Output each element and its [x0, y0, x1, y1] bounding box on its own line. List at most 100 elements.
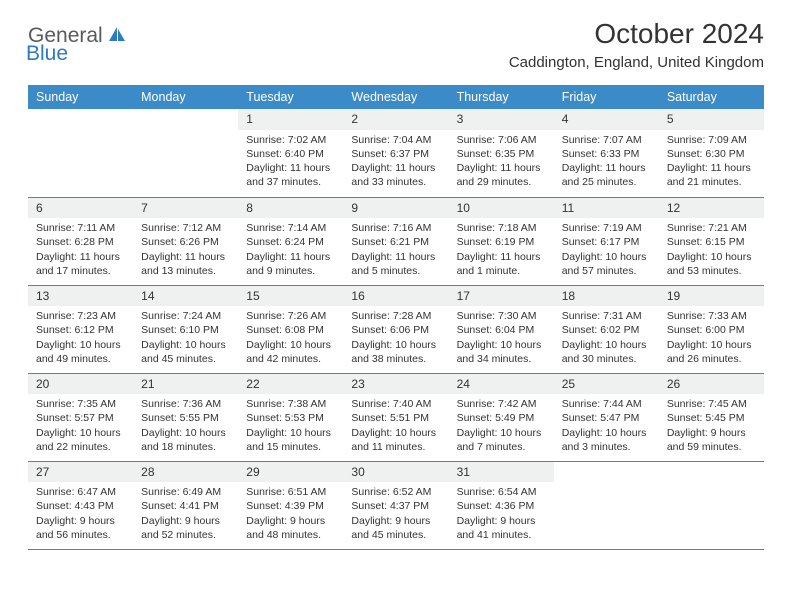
sunrise-text: Sunrise: 7:02 AM	[246, 133, 335, 147]
weekday-header: Saturday	[659, 85, 764, 109]
day-details: Sunrise: 7:12 AMSunset: 6:26 PMDaylight:…	[133, 218, 238, 281]
sunrise-text: Sunrise: 7:04 AM	[351, 133, 440, 147]
daylight-text: Daylight: 9 hours and 52 minutes.	[141, 514, 230, 542]
day-number: 2	[343, 109, 448, 130]
calendar-header-row: SundayMondayTuesdayWednesdayThursdayFrid…	[28, 85, 764, 109]
day-details: Sunrise: 7:21 AMSunset: 6:15 PMDaylight:…	[659, 218, 764, 281]
day-details: Sunrise: 7:06 AMSunset: 6:35 PMDaylight:…	[449, 130, 554, 193]
calendar-cell	[659, 461, 764, 549]
calendar-week-row: 13Sunrise: 7:23 AMSunset: 6:12 PMDayligh…	[28, 285, 764, 373]
daylight-text: Daylight: 9 hours and 45 minutes.	[351, 514, 440, 542]
calendar-cell: 29Sunrise: 6:51 AMSunset: 4:39 PMDayligh…	[238, 461, 343, 549]
calendar-cell: 1Sunrise: 7:02 AMSunset: 6:40 PMDaylight…	[238, 109, 343, 197]
sunset-text: Sunset: 6:15 PM	[667, 235, 756, 249]
calendar-cell: 25Sunrise: 7:44 AMSunset: 5:47 PMDayligh…	[554, 373, 659, 461]
daylight-text: Daylight: 11 hours and 21 minutes.	[667, 161, 756, 189]
sunset-text: Sunset: 5:57 PM	[36, 411, 125, 425]
sunset-text: Sunset: 6:04 PM	[457, 323, 546, 337]
location: Caddington, England, United Kingdom	[509, 54, 764, 71]
sunset-text: Sunset: 6:21 PM	[351, 235, 440, 249]
daylight-text: Daylight: 9 hours and 59 minutes.	[667, 426, 756, 454]
daylight-text: Daylight: 11 hours and 1 minute.	[457, 250, 546, 278]
sunset-text: Sunset: 6:06 PM	[351, 323, 440, 337]
calendar-cell: 18Sunrise: 7:31 AMSunset: 6:02 PMDayligh…	[554, 285, 659, 373]
daylight-text: Daylight: 10 hours and 53 minutes.	[667, 250, 756, 278]
day-details: Sunrise: 6:49 AMSunset: 4:41 PMDaylight:…	[133, 482, 238, 545]
sunrise-text: Sunrise: 6:49 AM	[141, 485, 230, 499]
sunrise-text: Sunrise: 7:28 AM	[351, 309, 440, 323]
day-number: 30	[343, 462, 448, 483]
calendar-cell: 14Sunrise: 7:24 AMSunset: 6:10 PMDayligh…	[133, 285, 238, 373]
header: General October 2024 Caddington, England…	[28, 18, 764, 71]
day-number: 13	[28, 286, 133, 307]
daylight-text: Daylight: 10 hours and 34 minutes.	[457, 338, 546, 366]
sunrise-text: Sunrise: 7:09 AM	[667, 133, 756, 147]
daylight-text: Daylight: 11 hours and 9 minutes.	[246, 250, 335, 278]
day-details: Sunrise: 7:19 AMSunset: 6:17 PMDaylight:…	[554, 218, 659, 281]
day-details: Sunrise: 7:16 AMSunset: 6:21 PMDaylight:…	[343, 218, 448, 281]
weekday-header: Friday	[554, 85, 659, 109]
calendar-week-row: 1Sunrise: 7:02 AMSunset: 6:40 PMDaylight…	[28, 109, 764, 197]
sunrise-text: Sunrise: 7:24 AM	[141, 309, 230, 323]
day-details: Sunrise: 7:35 AMSunset: 5:57 PMDaylight:…	[28, 394, 133, 457]
calendar-cell: 12Sunrise: 7:21 AMSunset: 6:15 PMDayligh…	[659, 197, 764, 285]
calendar-cell: 6Sunrise: 7:11 AMSunset: 6:28 PMDaylight…	[28, 197, 133, 285]
sunset-text: Sunset: 6:26 PM	[141, 235, 230, 249]
sunset-text: Sunset: 6:02 PM	[562, 323, 651, 337]
calendar-cell: 21Sunrise: 7:36 AMSunset: 5:55 PMDayligh…	[133, 373, 238, 461]
calendar-cell	[28, 109, 133, 197]
calendar-cell: 30Sunrise: 6:52 AMSunset: 4:37 PMDayligh…	[343, 461, 448, 549]
title-block: October 2024 Caddington, England, United…	[509, 18, 764, 71]
sunset-text: Sunset: 6:40 PM	[246, 147, 335, 161]
day-details: Sunrise: 7:18 AMSunset: 6:19 PMDaylight:…	[449, 218, 554, 281]
calendar-cell: 26Sunrise: 7:45 AMSunset: 5:45 PMDayligh…	[659, 373, 764, 461]
day-details: Sunrise: 6:47 AMSunset: 4:43 PMDaylight:…	[28, 482, 133, 545]
sunrise-text: Sunrise: 7:26 AM	[246, 309, 335, 323]
daylight-text: Daylight: 10 hours and 11 minutes.	[351, 426, 440, 454]
sunrise-text: Sunrise: 7:35 AM	[36, 397, 125, 411]
sunset-text: Sunset: 5:47 PM	[562, 411, 651, 425]
sunrise-text: Sunrise: 7:06 AM	[457, 133, 546, 147]
sunrise-text: Sunrise: 7:40 AM	[351, 397, 440, 411]
day-number: 27	[28, 462, 133, 483]
day-details: Sunrise: 6:51 AMSunset: 4:39 PMDaylight:…	[238, 482, 343, 545]
day-number: 20	[28, 374, 133, 395]
sunset-text: Sunset: 6:12 PM	[36, 323, 125, 337]
day-number: 25	[554, 374, 659, 395]
sunset-text: Sunset: 6:19 PM	[457, 235, 546, 249]
day-details: Sunrise: 7:44 AMSunset: 5:47 PMDaylight:…	[554, 394, 659, 457]
daylight-text: Daylight: 11 hours and 13 minutes.	[141, 250, 230, 278]
sunset-text: Sunset: 6:30 PM	[667, 147, 756, 161]
sunrise-text: Sunrise: 7:07 AM	[562, 133, 651, 147]
sunrise-text: Sunrise: 6:54 AM	[457, 485, 546, 499]
day-number: 12	[659, 198, 764, 219]
sunset-text: Sunset: 4:36 PM	[457, 499, 546, 513]
sunrise-text: Sunrise: 7:21 AM	[667, 221, 756, 235]
sunrise-text: Sunrise: 7:42 AM	[457, 397, 546, 411]
sunrise-text: Sunrise: 7:14 AM	[246, 221, 335, 235]
calendar-cell: 17Sunrise: 7:30 AMSunset: 6:04 PMDayligh…	[449, 285, 554, 373]
daylight-text: Daylight: 9 hours and 41 minutes.	[457, 514, 546, 542]
sunset-text: Sunset: 5:51 PM	[351, 411, 440, 425]
day-details: Sunrise: 7:11 AMSunset: 6:28 PMDaylight:…	[28, 218, 133, 281]
logo-line2: Blue	[28, 42, 68, 66]
sunrise-text: Sunrise: 6:52 AM	[351, 485, 440, 499]
sunset-text: Sunset: 6:33 PM	[562, 147, 651, 161]
sunset-text: Sunset: 6:24 PM	[246, 235, 335, 249]
sunrise-text: Sunrise: 7:44 AM	[562, 397, 651, 411]
day-number: 9	[343, 198, 448, 219]
calendar-week-row: 20Sunrise: 7:35 AMSunset: 5:57 PMDayligh…	[28, 373, 764, 461]
day-number: 15	[238, 286, 343, 307]
sunset-text: Sunset: 5:53 PM	[246, 411, 335, 425]
day-number: 24	[449, 374, 554, 395]
sunset-text: Sunset: 4:39 PM	[246, 499, 335, 513]
weekday-header: Tuesday	[238, 85, 343, 109]
day-details: Sunrise: 6:52 AMSunset: 4:37 PMDaylight:…	[343, 482, 448, 545]
daylight-text: Daylight: 10 hours and 18 minutes.	[141, 426, 230, 454]
sunset-text: Sunset: 6:28 PM	[36, 235, 125, 249]
day-number: 17	[449, 286, 554, 307]
day-number: 4	[554, 109, 659, 130]
sail-icon	[107, 25, 127, 48]
daylight-text: Daylight: 9 hours and 56 minutes.	[36, 514, 125, 542]
sunset-text: Sunset: 4:37 PM	[351, 499, 440, 513]
